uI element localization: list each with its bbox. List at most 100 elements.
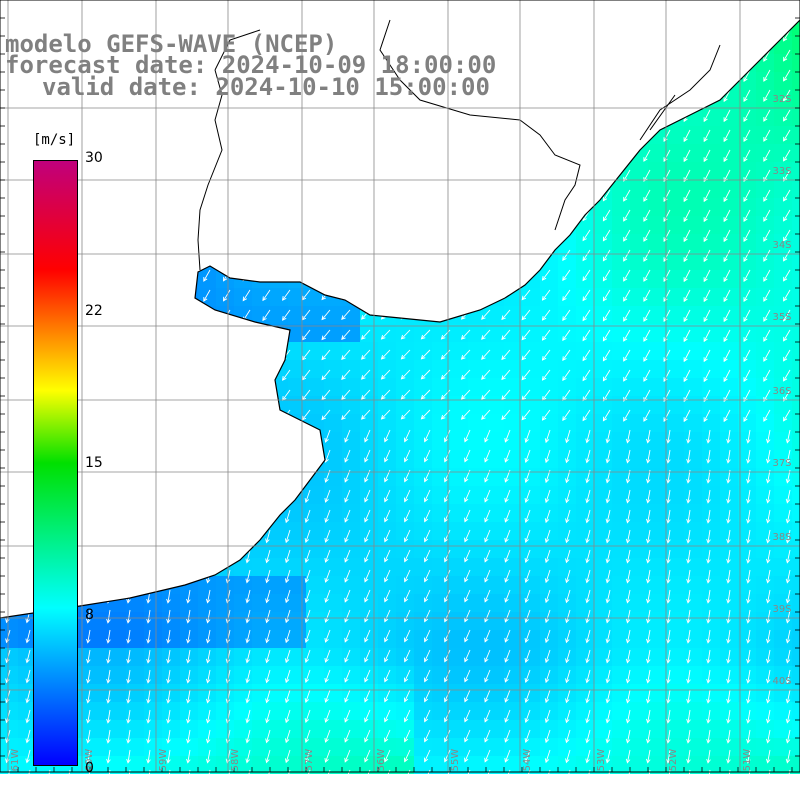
wind-arrow (562, 369, 571, 382)
speed-cell (252, 738, 270, 756)
wind-arrow (380, 349, 391, 360)
wind-arrow (602, 409, 611, 422)
wind-arrow (481, 389, 491, 400)
wind-arrow (186, 669, 191, 684)
wind-arrow (344, 449, 351, 463)
speed-cell (252, 576, 270, 594)
wind-arrow (364, 449, 371, 463)
wind-arrow (605, 509, 611, 524)
wind-arrow (743, 189, 751, 202)
wind-arrow (521, 309, 531, 321)
speed-cell (738, 702, 756, 720)
speed-cell (558, 270, 576, 288)
speed-cell (684, 324, 702, 342)
wind-arrow (763, 109, 771, 122)
speed-cell (666, 360, 684, 378)
speed-cell (198, 702, 216, 720)
speed-cell (792, 648, 800, 666)
speed-cell (684, 432, 702, 450)
speed-cell (324, 702, 342, 720)
wind-arrow (344, 609, 351, 623)
speed-cell (288, 360, 306, 378)
wind-arrow (186, 709, 191, 724)
speed-cell (792, 720, 800, 738)
speed-cell (738, 414, 756, 432)
speed-cell (666, 756, 684, 774)
speed-cell (486, 720, 504, 738)
wind-arrow (683, 129, 691, 143)
speed-cell (612, 414, 630, 432)
wind-arrow (726, 709, 731, 724)
wind-arrow (605, 709, 611, 724)
wind-arrow (645, 689, 651, 704)
wind-arrow (324, 529, 331, 543)
wind-arrow (625, 689, 631, 704)
lon-label: 61W (10, 749, 21, 772)
speed-cell (792, 630, 800, 648)
wind-arrow (763, 69, 771, 82)
wind-arrow (706, 729, 711, 744)
speed-cell (414, 540, 432, 558)
lat-label: 37S (772, 458, 791, 469)
speed-cell (108, 648, 126, 666)
speed-cell (684, 342, 702, 360)
speed-cell (630, 162, 648, 180)
speed-cell (540, 270, 558, 288)
speed-cell (540, 486, 558, 504)
wind-arrow (625, 589, 631, 604)
speed-cell (684, 144, 702, 162)
speed-cell (432, 720, 450, 738)
speed-cell (612, 504, 630, 522)
wind-arrow (504, 629, 511, 643)
speed-cell (306, 396, 324, 414)
wind-arrow (484, 509, 491, 523)
speed-cell (702, 504, 720, 522)
lagoon (639, 44, 721, 141)
wind-arrow (384, 709, 391, 723)
wind-arrow (565, 489, 571, 504)
speed-cell (792, 612, 800, 630)
speed-cell (306, 594, 324, 612)
wind-arrow (25, 689, 31, 704)
speed-cell (108, 612, 126, 630)
wind-arrow (440, 409, 451, 420)
speed-cell (288, 684, 306, 702)
wind-arrow (765, 669, 771, 684)
speed-cell (648, 630, 666, 648)
speed-cell (162, 648, 180, 666)
wind-arrow (783, 89, 791, 102)
wind-arrow (785, 549, 791, 564)
speed-cell (450, 522, 468, 540)
speed-cell (774, 360, 792, 378)
wind-arrow (284, 649, 291, 664)
speed-cell (432, 594, 450, 612)
wind-arrow (384, 549, 391, 563)
speed-cell (360, 432, 378, 450)
speed-cell (486, 306, 504, 324)
wind-arrow (562, 269, 571, 282)
wind-arrow (703, 209, 711, 223)
speed-cell (342, 306, 360, 324)
speed-cell (666, 126, 684, 144)
map-frame (0, 0, 800, 773)
speed-cell (792, 180, 800, 198)
speed-cell (684, 612, 702, 630)
wind-arrow (484, 729, 491, 743)
wind-arrow (703, 109, 711, 123)
speed-cell (522, 378, 540, 396)
wind-arrow (723, 89, 731, 103)
speed-cell (738, 486, 756, 504)
wind-arrow (623, 389, 631, 402)
speed-cell (756, 396, 774, 414)
wind-arrow (464, 569, 471, 583)
speed-cell (234, 612, 252, 630)
speed-cell (774, 594, 792, 612)
wind-arrow (544, 629, 551, 644)
wind-arrow (423, 549, 431, 563)
wind-arrow (565, 549, 571, 564)
speed-cell (612, 630, 630, 648)
wind-arrow (420, 409, 431, 420)
wind-arrow (686, 529, 691, 544)
speed-cell (702, 648, 720, 666)
wind-arrow (423, 689, 431, 703)
